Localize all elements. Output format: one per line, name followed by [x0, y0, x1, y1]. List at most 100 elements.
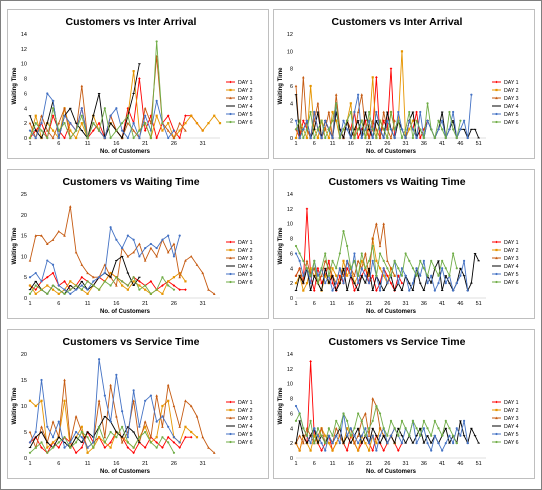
data-point: [346, 244, 349, 248]
legend-label: DAY 5: [238, 432, 253, 438]
data-point: [109, 446, 112, 449]
legend-marker: [495, 88, 498, 92]
data-point: [161, 436, 164, 439]
data-point: [144, 430, 147, 434]
data-point: [294, 282, 298, 285]
data-point: [404, 252, 407, 255]
data-point: [46, 446, 49, 449]
data-point: [331, 119, 334, 122]
y-tick-label: 0: [24, 136, 27, 142]
data-point: [419, 274, 422, 277]
data-point: [389, 67, 393, 70]
data-point: [382, 274, 385, 277]
x-tick-label: 16: [113, 461, 119, 467]
x-tick-label: 11: [85, 141, 91, 147]
data-point: [184, 129, 187, 132]
legend-marker: [229, 248, 232, 252]
data-point: [349, 102, 352, 105]
data-point: [51, 441, 55, 444]
data-point: [353, 441, 356, 445]
data-point: [40, 425, 43, 428]
data-point: [378, 426, 382, 430]
data-point: [426, 119, 429, 122]
data-point: [178, 425, 181, 428]
data-point: [46, 284, 49, 287]
data-point: [63, 378, 66, 382]
data-point: [342, 119, 345, 122]
data-point: [80, 107, 83, 110]
data-point: [378, 128, 382, 131]
y-tick-label: 4: [290, 266, 293, 272]
x-tick-label: 51: [476, 301, 482, 307]
data-point: [437, 442, 440, 445]
data-point: [430, 449, 433, 452]
data-point: [433, 419, 436, 422]
data-point: [404, 427, 407, 430]
data-point: [144, 122, 147, 125]
data-point: [327, 274, 330, 277]
x-tick-label: 16: [113, 301, 119, 307]
data-point: [400, 128, 404, 131]
series-line: [29, 272, 186, 295]
series-line: [29, 426, 175, 454]
data-point: [433, 289, 436, 292]
data-point: [74, 430, 78, 434]
y-tick-label: 4: [24, 106, 27, 112]
data-point: [313, 259, 316, 262]
data-point: [382, 267, 385, 270]
data-point: [389, 128, 393, 131]
data-point: [63, 446, 66, 449]
data-point: [149, 280, 153, 283]
data-point: [46, 451, 49, 454]
data-point: [144, 288, 147, 291]
data-point: [51, 107, 55, 110]
data-point: [430, 434, 433, 437]
legend: DAY 1 DAY 2 DAY 3 DAY 4 DAY 5 DAY 6: [226, 400, 253, 446]
series-day-6: [294, 102, 462, 140]
y-tick-label: 2: [24, 121, 27, 127]
data-point: [28, 276, 32, 279]
legend-marker: [495, 432, 498, 436]
y-tick-label: 0: [290, 296, 293, 302]
series-day-6: [28, 40, 164, 140]
data-point: [353, 427, 356, 430]
data-point: [367, 434, 371, 437]
data-point: [389, 274, 393, 277]
data-point: [378, 136, 382, 140]
x-tick-label: 31: [200, 461, 206, 467]
legend-marker: [229, 240, 232, 244]
x-tick-label: 26: [171, 141, 177, 147]
data-point: [294, 84, 298, 88]
data-point: [34, 292, 37, 295]
chart-panel-waiting-time-a: Customers vs Waiting Time 0 5 10 15 20 25 1 6 11 1…: [7, 169, 269, 319]
data-point: [360, 136, 363, 140]
x-tick-label: 16: [348, 301, 354, 307]
data-point: [346, 128, 349, 131]
data-point: [149, 435, 153, 439]
data-point: [172, 441, 176, 444]
data-point: [360, 434, 363, 437]
data-point: [115, 238, 118, 241]
data-point: [397, 434, 400, 437]
data-point: [144, 399, 147, 402]
data-point: [69, 205, 72, 208]
data-point: [346, 274, 349, 277]
data-point: [323, 127, 327, 131]
data-point: [126, 255, 130, 258]
data-point: [349, 110, 352, 114]
data-point: [419, 110, 422, 114]
data-point: [331, 289, 334, 292]
data-point: [371, 434, 374, 437]
data-point: [441, 449, 444, 452]
x-tick-label: 36: [421, 301, 427, 307]
data-point: [335, 102, 338, 105]
data-point: [452, 110, 455, 114]
data-point: [28, 441, 32, 444]
x-tick-label: 1: [28, 141, 31, 147]
data-point: [459, 119, 462, 122]
data-point: [331, 449, 334, 452]
data-point: [375, 110, 378, 114]
data-point: [51, 263, 55, 266]
data-point: [441, 128, 444, 131]
